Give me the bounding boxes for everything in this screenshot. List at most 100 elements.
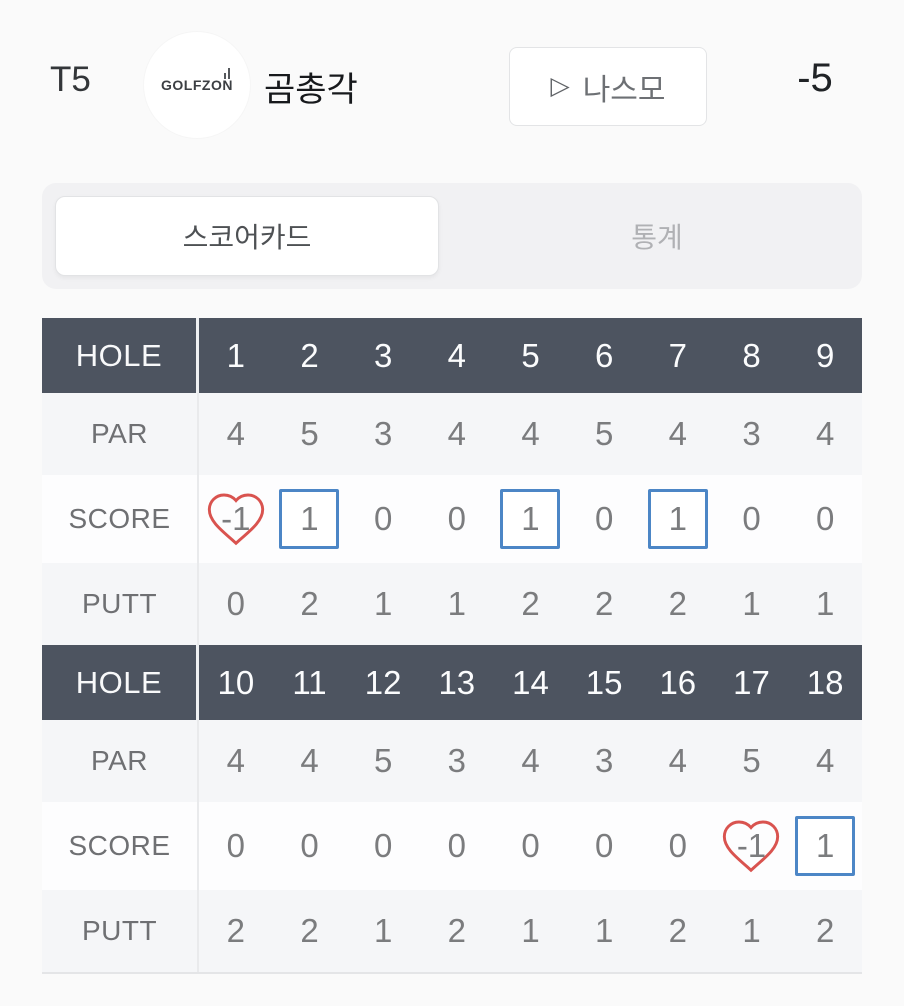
putt-cell: 2 bbox=[300, 585, 319, 622]
logo-bars-icon bbox=[224, 68, 230, 79]
putt-cell: 2 bbox=[815, 912, 835, 949]
tab-scorecard[interactable]: 스코어카드 bbox=[55, 196, 439, 276]
golfzon-logo: GOLFZON bbox=[161, 77, 233, 93]
par-cell: 4 bbox=[226, 415, 245, 452]
par-cell: 4 bbox=[668, 415, 687, 452]
hole-number: 2 bbox=[300, 336, 319, 374]
putt-cell: 0 bbox=[226, 585, 245, 622]
par-cell: 4 bbox=[668, 742, 687, 779]
putt-cell: 1 bbox=[815, 585, 835, 622]
hole-row-label: HOLE bbox=[42, 645, 199, 720]
tab-bar: 스코어카드 통계 bbox=[42, 183, 862, 289]
par-row-label: PAR bbox=[42, 393, 199, 475]
putt-cell: 1 bbox=[447, 585, 466, 622]
hole-number: 8 bbox=[742, 336, 761, 374]
par-row-front: PAR 4 5 3 4 4 5 4 3 4 bbox=[42, 393, 862, 475]
hole-number: 13 bbox=[438, 663, 476, 701]
par-cell: 4 bbox=[226, 742, 245, 779]
hole-number: 15 bbox=[585, 663, 623, 701]
putt-cell: 2 bbox=[521, 585, 540, 622]
putt-cell: 2 bbox=[594, 585, 614, 622]
putt-cell: 1 bbox=[742, 585, 761, 622]
putt-row-label: PUTT bbox=[42, 563, 199, 645]
score-cell: 0 bbox=[373, 827, 393, 864]
score-cell: 1 bbox=[788, 802, 862, 890]
hole-row-label: HOLE bbox=[42, 318, 199, 393]
score-cell: 0 bbox=[668, 827, 687, 864]
putt-row-front: PUTT 0 2 1 1 2 2 2 1 1 bbox=[42, 563, 862, 645]
score-cell: 0 bbox=[373, 500, 393, 537]
nasmo-button[interactable]: ▷ 나스모 bbox=[509, 47, 707, 126]
par-cell: 5 bbox=[594, 415, 614, 452]
tab-stats-label: 통계 bbox=[631, 222, 683, 253]
heart-icon bbox=[723, 820, 780, 873]
player-rank: T5 bbox=[50, 60, 91, 99]
heart-icon bbox=[207, 493, 264, 546]
putt-cell: 2 bbox=[447, 912, 466, 949]
putt-cell: 1 bbox=[373, 585, 393, 622]
score-row-back: SCORE 0 0 0 0 0 0 0 - bbox=[42, 802, 862, 890]
hole-number: 3 bbox=[373, 336, 393, 374]
putt-cell: 2 bbox=[668, 585, 687, 622]
player-name: 곰총각 bbox=[264, 71, 358, 109]
par-cell: 3 bbox=[373, 415, 393, 452]
hole-number: 6 bbox=[594, 336, 614, 374]
score-cell: 0 bbox=[300, 827, 319, 864]
hole-number: 4 bbox=[447, 336, 466, 374]
par-row-label: PAR bbox=[42, 720, 199, 802]
hole-number: 16 bbox=[659, 663, 697, 701]
score-cell: 0 bbox=[742, 500, 761, 537]
score-cell: 0 bbox=[815, 500, 835, 537]
par-cell: 4 bbox=[447, 415, 466, 452]
score-cell: 1 bbox=[273, 475, 347, 563]
tab-scorecard-label: 스코어카드 bbox=[182, 222, 312, 253]
hole-number: 1 bbox=[226, 336, 245, 374]
hole-number: 17 bbox=[733, 663, 770, 701]
par-cell: 5 bbox=[742, 742, 761, 779]
nasmo-button-label: 나스모 bbox=[582, 73, 666, 107]
putt-row-label: PUTT bbox=[42, 890, 199, 972]
putt-cell: 1 bbox=[373, 912, 393, 949]
par-cell: 5 bbox=[373, 742, 393, 779]
hole-header-row-front: HOLE 1 2 3 4 5 6 7 8 9 bbox=[42, 318, 862, 393]
hole-number: 7 bbox=[668, 336, 687, 374]
score-cell: -1 bbox=[715, 802, 789, 890]
hole-header-row-back: HOLE 10 11 12 13 14 15 16 17 18 bbox=[42, 645, 862, 720]
par-cell: 5 bbox=[300, 415, 319, 452]
par-cell: 3 bbox=[447, 742, 466, 779]
par-cell: 3 bbox=[742, 415, 761, 452]
hole-number: 10 bbox=[217, 663, 255, 701]
total-score: -5 bbox=[797, 56, 833, 100]
putt-row-back: PUTT 2 2 1 2 1 1 2 1 2 bbox=[42, 890, 862, 972]
score-cell: 0 bbox=[594, 500, 614, 537]
hole-number: 12 bbox=[364, 663, 402, 701]
hole-number: 14 bbox=[512, 663, 549, 701]
putt-cell: 1 bbox=[521, 912, 540, 949]
par-cell: 4 bbox=[521, 415, 540, 452]
putt-cell: 2 bbox=[300, 912, 319, 949]
hole-number: 9 bbox=[815, 336, 835, 374]
score-cell: 1 bbox=[641, 475, 715, 563]
score-cell: 0 bbox=[226, 827, 245, 864]
score-cell: -1 bbox=[199, 475, 273, 563]
tab-stats[interactable]: 통계 bbox=[452, 183, 862, 289]
putt-cell: 2 bbox=[668, 912, 687, 949]
hole-number: 5 bbox=[521, 336, 540, 374]
par-cell: 4 bbox=[300, 742, 319, 779]
avatar: GOLFZON bbox=[144, 32, 250, 138]
par-row-back: PAR 4 4 5 3 4 3 4 5 4 bbox=[42, 720, 862, 802]
score-cell: 0 bbox=[447, 827, 466, 864]
hole-number: 18 bbox=[806, 663, 844, 701]
par-cell: 3 bbox=[594, 742, 614, 779]
score-cell: 1 bbox=[494, 475, 568, 563]
score-row-front: SCORE -1 1 0 0 1 0 1 bbox=[42, 475, 862, 563]
putt-cell: 1 bbox=[742, 912, 761, 949]
player-header: T5 GOLFZON 곰총각 ▷ 나스모 -5 bbox=[0, 0, 904, 175]
hole-number: 11 bbox=[292, 663, 327, 701]
putt-cell: 1 bbox=[594, 912, 614, 949]
play-icon: ▷ bbox=[550, 72, 570, 100]
score-row-label: SCORE bbox=[42, 802, 199, 890]
score-cell: 0 bbox=[447, 500, 466, 537]
par-cell: 4 bbox=[815, 415, 835, 452]
score-cell: 0 bbox=[521, 827, 540, 864]
